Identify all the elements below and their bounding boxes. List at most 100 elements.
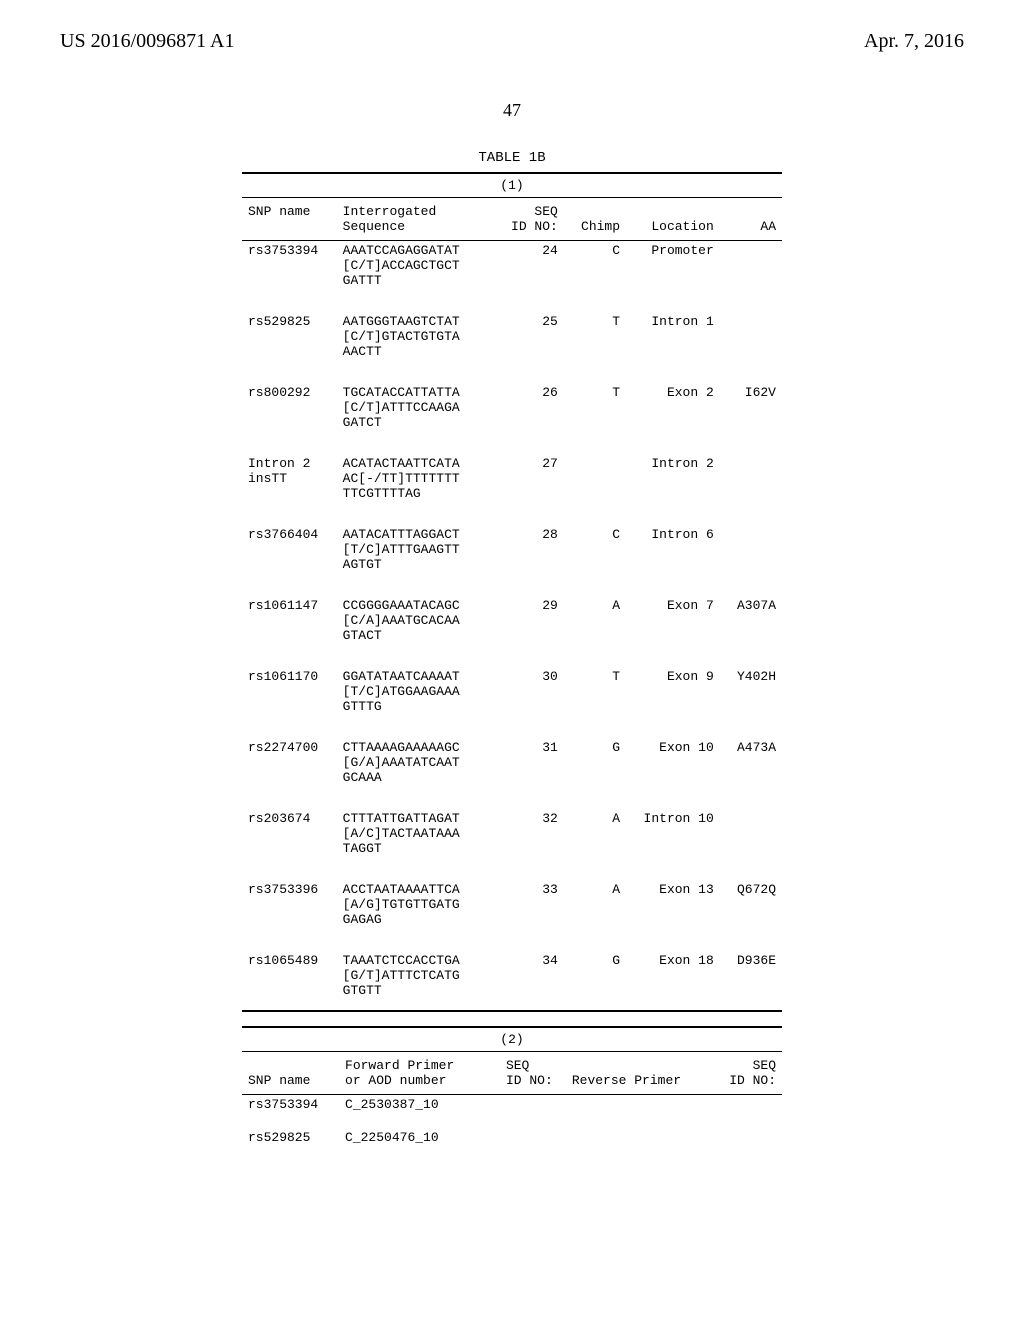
cell-chimp: T (564, 312, 626, 361)
cell-id: 30 (503, 667, 564, 716)
cell-seq: TGCATACCATTATTA[C/T]ATTTCCAAGAGATCT (337, 383, 503, 432)
cell-aa (720, 241, 782, 290)
table-wrapper: TABLE 1B (1) SNP name InterrogatedSequen… (242, 150, 782, 1161)
cell-rev (566, 1095, 716, 1114)
table-row: rs1061147CCGGGGAAATACAGC[C/A]AAATGCACAAG… (242, 596, 782, 645)
th2-id2: SEQID NO: (716, 1052, 782, 1095)
cell-id2 (716, 1095, 782, 1114)
row-spacer (242, 858, 782, 880)
header-left: US 2016/0096871 A1 (60, 30, 234, 53)
cell-snp: rs529825 (242, 1128, 339, 1147)
cell-aa (720, 454, 782, 503)
cell-loc: Exon 13 (626, 880, 720, 929)
cell-chimp: A (564, 809, 626, 858)
cell-loc: Intron 6 (626, 525, 720, 574)
cell-aa: I62V (720, 383, 782, 432)
cell-id: 27 (503, 454, 564, 503)
cell-seq: AAATCCAGAGGATAT[C/T]ACCAGCTGCTGATTT (337, 241, 503, 290)
cell-fp: C_2530387_10 (339, 1095, 500, 1114)
cell-seq: CCGGGGAAATACAGC[C/A]AAATGCACAAGTACT (337, 596, 503, 645)
cell-id: 26 (503, 383, 564, 432)
th2-rev: Reverse Primer (566, 1052, 716, 1095)
cell-chimp: T (564, 383, 626, 432)
table-row: rs3766404AATACATTTAGGACT[T/C]ATTTGAAGTTA… (242, 525, 782, 574)
th-seq: InterrogatedSequence (337, 198, 503, 241)
cell-snp: Intron 2insTT (242, 454, 337, 503)
cell-aa (720, 809, 782, 858)
table-row: rs3753394C_2530387_10 (242, 1095, 782, 1114)
table-row: rs529825C_2250476_10 (242, 1128, 782, 1147)
cell-seq: TAAATCTCCACCTGA[G/T]ATTTCTCATGGTGTT (337, 951, 503, 1000)
cell-seq: AATGGGTAAGTCTAT[C/T]GTACTGTGTAAACTT (337, 312, 503, 361)
cell-seq: ACATACTAATTCATAAC[-/TT]TTTTTTTTTCGTTTTAG (337, 454, 503, 503)
cell-chimp (564, 454, 626, 503)
table-row: rs203674CTTTATTGATTAGAT[A/C]TACTAATAAATA… (242, 809, 782, 858)
cell-loc: Exon 10 (626, 738, 720, 787)
cell-aa (720, 525, 782, 574)
content-area: TABLE 1B (1) SNP name InterrogatedSequen… (0, 150, 1024, 1161)
table-row: rs1065489TAAATCTCCACCTGA[G/T]ATTTCTCATGG… (242, 951, 782, 1000)
cell-id: 25 (503, 312, 564, 361)
cell-snp: rs529825 (242, 312, 337, 361)
table-row: rs3753394AAATCCAGAGGATAT[C/T]ACCAGCTGCTG… (242, 241, 782, 290)
th-loc: Location (626, 198, 720, 241)
cell-seq: CTTTATTGATTAGAT[A/C]TACTAATAAATAGGT (337, 809, 503, 858)
th2-fp: Forward Primeror AOD number (339, 1052, 500, 1095)
th2-id: SEQID NO: (500, 1052, 566, 1095)
page-number: 47 (0, 100, 1024, 121)
cell-snp: rs2274700 (242, 738, 337, 787)
cell-chimp: A (564, 596, 626, 645)
cell-id: 28 (503, 525, 564, 574)
cell-aa: A473A (720, 738, 782, 787)
th-aa: AA (720, 198, 782, 241)
cell-snp: rs3753394 (242, 1095, 339, 1114)
section2-caption: (2) (242, 1028, 782, 1052)
cell-chimp: T (564, 667, 626, 716)
th-snp: SNP name (242, 198, 337, 241)
cell-aa: D936E (720, 951, 782, 1000)
cell-snp: rs3753394 (242, 241, 337, 290)
row-spacer (242, 503, 782, 525)
cell-id: 34 (503, 951, 564, 1000)
cell-loc: Promoter (626, 241, 720, 290)
cell-id: 29 (503, 596, 564, 645)
cell-loc: Intron 2 (626, 454, 720, 503)
cell-id (500, 1128, 566, 1147)
cell-rev (566, 1128, 716, 1147)
row-spacer (242, 645, 782, 667)
th-chimp: Chimp (564, 198, 626, 241)
cell-id (500, 1095, 566, 1114)
cell-seq: CTTAAAAGAAAAAGC[G/A]AAATATCAATGCAAA (337, 738, 503, 787)
table-section-1: (1) SNP name InterrogatedSequence SEQID … (242, 172, 782, 1012)
cell-chimp: A (564, 880, 626, 929)
row-spacer (242, 1114, 782, 1128)
cell-chimp: G (564, 951, 626, 1000)
cell-snp: rs1065489 (242, 951, 337, 1000)
cell-aa: Y402H (720, 667, 782, 716)
table-row: Intron 2insTTACATACTAATTCATAAC[-/TT]TTTT… (242, 454, 782, 503)
cell-snp: rs1061147 (242, 596, 337, 645)
cell-seq: ACCTAATAAAATTCA[A/G]TGTGTTGATGGAGAG (337, 880, 503, 929)
table-title: TABLE 1B (242, 150, 782, 166)
cell-aa: A307A (720, 596, 782, 645)
cell-snp: rs1061170 (242, 667, 337, 716)
table-row: rs529825AATGGGTAAGTCTAT[C/T]GTACTGTGTAAA… (242, 312, 782, 361)
cell-snp: rs3766404 (242, 525, 337, 574)
cell-loc: Intron 1 (626, 312, 720, 361)
cell-chimp: C (564, 241, 626, 290)
cell-loc: Exon 18 (626, 951, 720, 1000)
th2-snp: SNP name (242, 1052, 339, 1095)
table-row: rs2274700CTTAAAAGAAAAAGC[G/A]AAATATCAATG… (242, 738, 782, 787)
cell-loc: Intron 10 (626, 809, 720, 858)
row-spacer (242, 290, 782, 312)
cell-loc: Exon 9 (626, 667, 720, 716)
cell-snp: rs800292 (242, 383, 337, 432)
cell-id: 24 (503, 241, 564, 290)
cell-aa: Q672Q (720, 880, 782, 929)
cell-loc: Exon 2 (626, 383, 720, 432)
cell-chimp: G (564, 738, 626, 787)
cell-seq: GGATATAATCAAAAT[T/C]ATGGAAGAAAGTTTG (337, 667, 503, 716)
table-section-2: (2) SNP name Forward Primeror AOD number… (242, 1026, 782, 1161)
cell-chimp: C (564, 525, 626, 574)
cell-id: 32 (503, 809, 564, 858)
